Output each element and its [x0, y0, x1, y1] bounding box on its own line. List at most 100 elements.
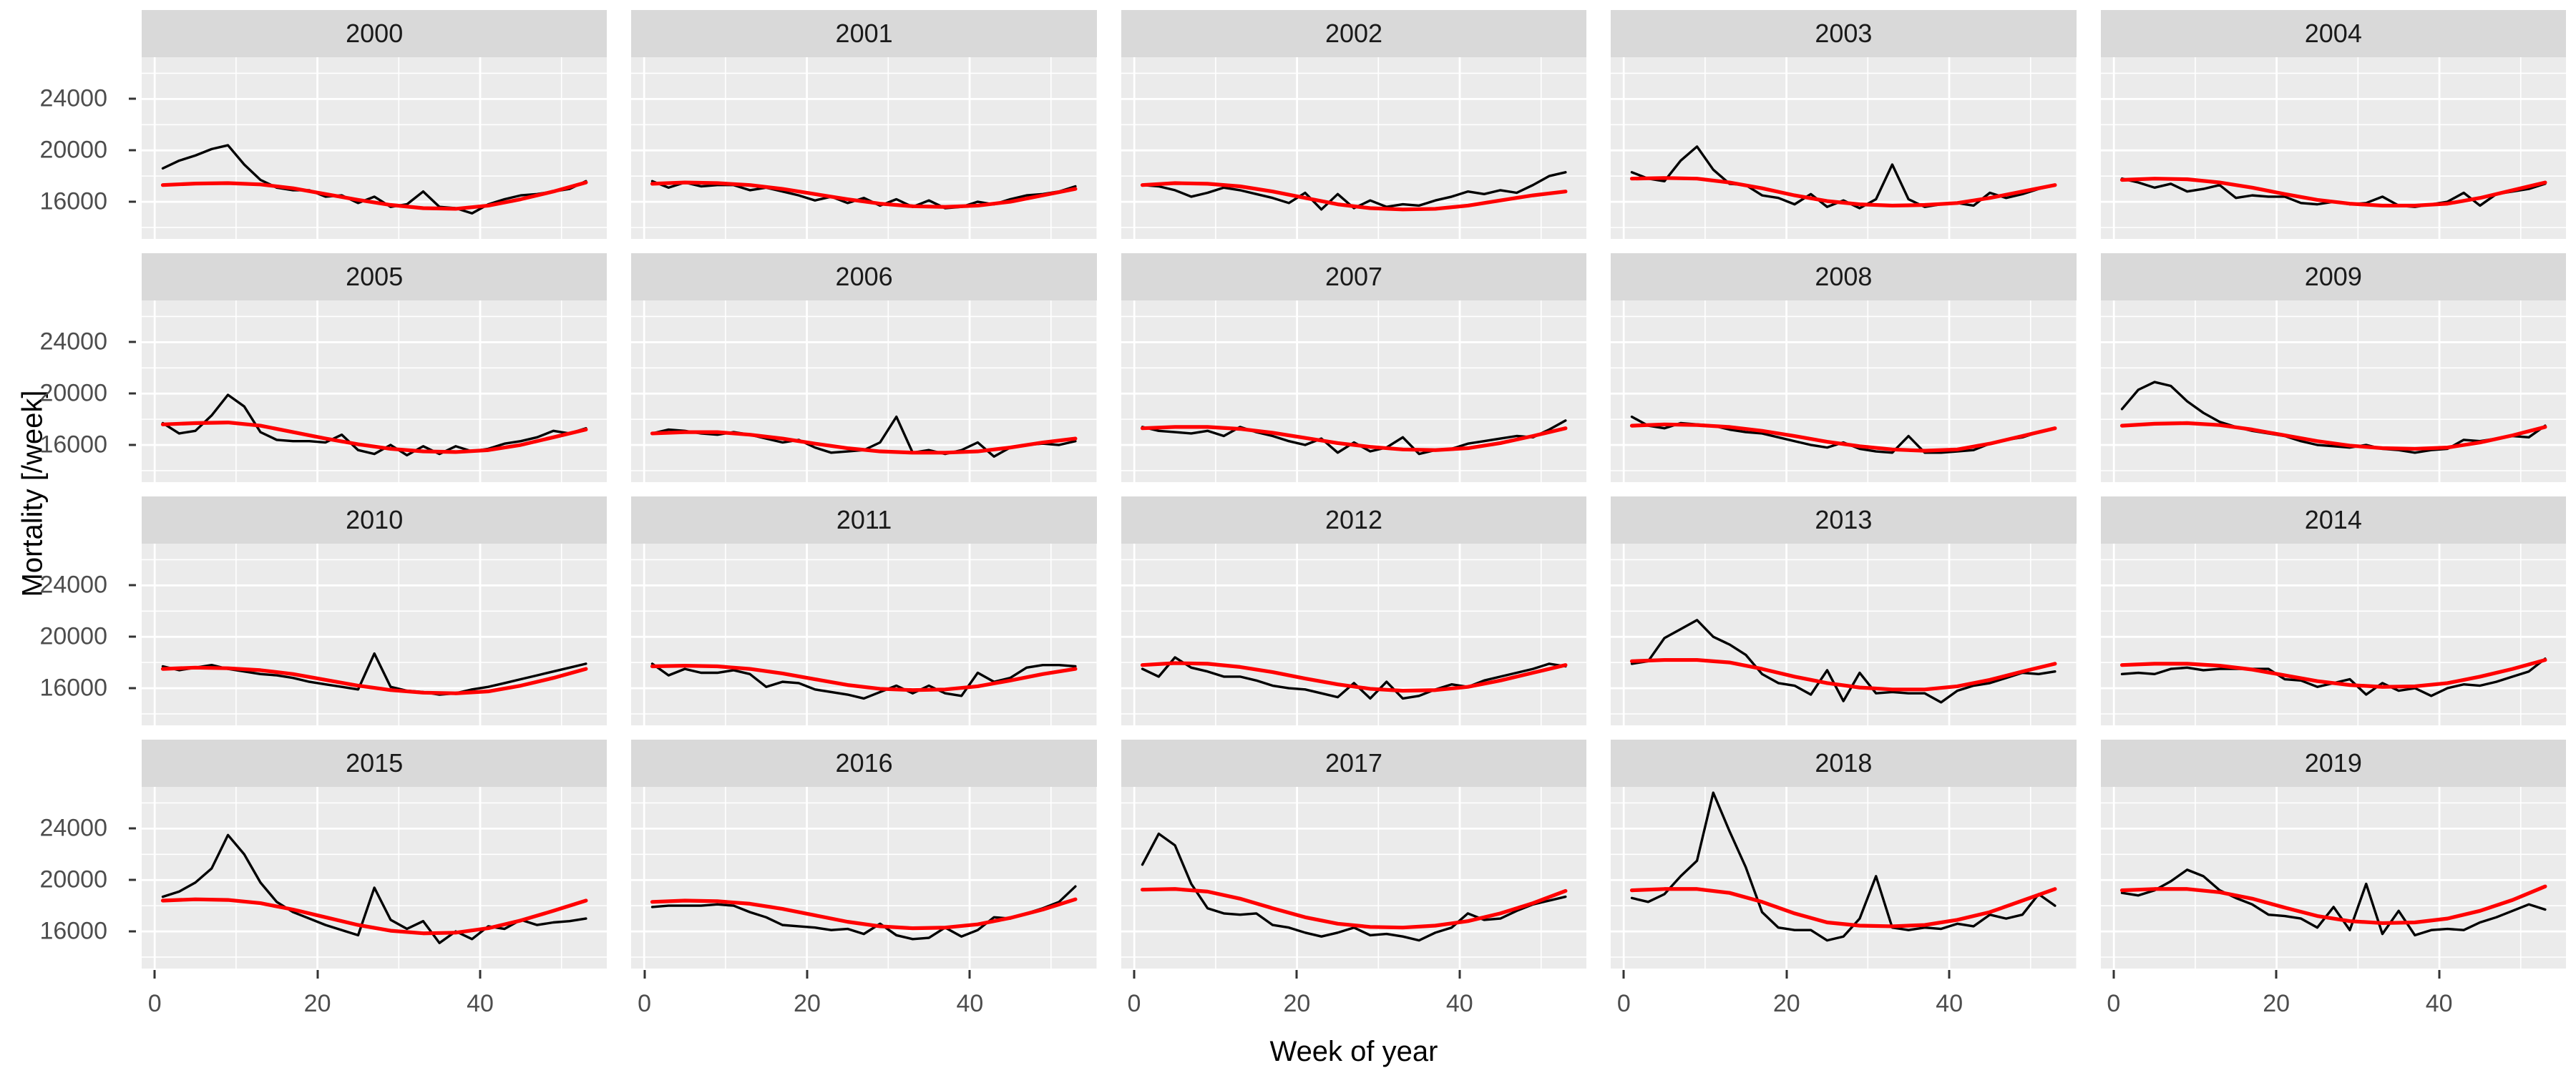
- y-tick-label: 24000: [39, 84, 107, 112]
- gridlines-minor: [2100, 543, 2566, 725]
- facet-strip: 2016: [631, 740, 1097, 787]
- y-tick-label: 16000: [39, 917, 107, 945]
- facet-strip-label: 2002: [1324, 18, 1383, 48]
- facet-strip-label: 2010: [346, 504, 404, 534]
- x-axis-labels-col-1: 0 20 40: [631, 970, 1096, 1023]
- facet-panel-svg: [142, 57, 608, 239]
- smooth-line: [2119, 884, 2547, 925]
- facet-2003: 2003: [1611, 10, 2077, 239]
- facet-2008: 2008: [1611, 253, 2077, 482]
- facet-2018: 2018: [1611, 740, 2077, 969]
- gridlines-minor: [1611, 786, 2077, 969]
- observed-line: [2120, 381, 2547, 454]
- x-tick-mark: [968, 970, 971, 979]
- x-axis-labels-col-4: 0 20 40: [2101, 970, 2566, 1023]
- smooth-line: [650, 897, 1078, 931]
- smooth-line: [1630, 422, 2057, 453]
- facet-strip: 2005: [142, 253, 608, 300]
- y-tick-mark: [129, 584, 136, 587]
- facet-2010: 2010: [142, 496, 608, 725]
- x-tick-mark: [1133, 970, 1136, 979]
- x-tick-mark: [643, 970, 646, 979]
- facet-strip: 2018: [1611, 740, 2077, 787]
- facet-2017: 2017: [1121, 740, 1587, 969]
- facet-strip-label: 2015: [346, 748, 404, 778]
- x-tick-label: 20: [794, 990, 821, 1017]
- facet-panel: [1611, 57, 2077, 239]
- facet-panel-svg: [631, 786, 1097, 969]
- smooth-line: [1140, 661, 1568, 693]
- gridlines-major: [631, 786, 1097, 969]
- y-axis-labels-row-0: 24000 20000 16000: [10, 10, 136, 239]
- facet-strip-label: 2001: [835, 18, 893, 48]
- x-tick-mark: [1622, 970, 1625, 979]
- facet-2013: 2013: [1611, 496, 2077, 725]
- facet-2015: 2015: [142, 740, 608, 969]
- gridlines-minor: [631, 543, 1097, 725]
- facet-strip-label: 2011: [836, 504, 892, 534]
- y-axis-labels-row-1: 24000 20000 16000: [10, 253, 136, 482]
- gridlines-major: [2100, 786, 2566, 969]
- facet-strip-label: 2003: [1815, 18, 1873, 48]
- facet-strip: 2008: [1611, 253, 2077, 300]
- y-tick-mark: [129, 930, 136, 933]
- x-tick-mark: [479, 970, 482, 979]
- facet-panel: [631, 786, 1097, 969]
- gridlines-major: [1121, 57, 1587, 239]
- observed-line: [1631, 619, 2057, 704]
- gridlines-major: [1611, 543, 2077, 725]
- facet-strip: 2002: [1121, 10, 1587, 57]
- y-tick-label: 20000: [39, 136, 107, 164]
- y-tick-label: 16000: [39, 431, 107, 459]
- observed-line: [1141, 656, 1567, 700]
- x-tick-mark: [2112, 970, 2115, 979]
- observed-line: [1141, 419, 1567, 456]
- x-tick-label: 0: [1127, 990, 1141, 1017]
- observed-line: [2120, 868, 2547, 936]
- x-tick-label: 40: [2425, 990, 2453, 1017]
- smooth-line: [1140, 181, 1568, 212]
- facet-panel-svg: [1611, 786, 2077, 969]
- facet-panel-svg: [142, 543, 608, 725]
- facet-strip-label: 2005: [346, 261, 404, 291]
- facet-strip-label: 2018: [1815, 748, 1873, 778]
- y-tick-label: 24000: [39, 571, 107, 599]
- facet-panel-svg: [2100, 300, 2566, 482]
- x-tick-label: 0: [147, 990, 162, 1017]
- facet-strip: 2013: [1611, 496, 2077, 544]
- x-tick-label: 40: [1936, 990, 1963, 1017]
- y-axis-labels-row-2: 24000 20000 16000: [10, 496, 136, 725]
- smooth-line: [650, 180, 1078, 209]
- x-tick-mark: [316, 970, 319, 979]
- facet-strip: 2019: [2100, 740, 2566, 787]
- facet-panel: [142, 543, 608, 725]
- x-axis-labels-col-0: 0 20 40: [142, 970, 607, 1023]
- facet-2007: 2007: [1121, 253, 1587, 482]
- x-axis-labels-col-2: 0 20 40: [1121, 970, 1586, 1023]
- smooth-line: [2119, 176, 2547, 207]
- x-tick-label: 20: [2263, 990, 2290, 1017]
- facet-panel-svg: [631, 300, 1097, 482]
- facet-strip: 2009: [2100, 253, 2566, 300]
- facet-strip-label: 2009: [2304, 261, 2362, 291]
- x-tick-mark: [1458, 970, 1461, 979]
- y-tick-mark: [129, 878, 136, 881]
- facet-2004: 2004: [2100, 10, 2566, 239]
- facet-strip-label: 2000: [346, 18, 404, 48]
- gridlines-major: [2100, 543, 2566, 725]
- smooth-line: [1630, 657, 2057, 692]
- facet-panel-svg: [1611, 57, 2077, 239]
- gridlines-major: [1611, 786, 2077, 969]
- smooth-line: [2119, 421, 2547, 451]
- facet-strip: 2017: [1121, 740, 1587, 787]
- x-tick-label: 20: [1772, 990, 1800, 1017]
- facet-panel-svg: [2100, 786, 2566, 969]
- x-tick-label: 40: [467, 990, 494, 1017]
- gridlines-minor: [1611, 300, 2077, 482]
- facet-panel-svg: [1121, 300, 1587, 482]
- facet-panel-svg: [631, 57, 1097, 239]
- facet-panel: [2100, 300, 2566, 482]
- x-tick-mark: [2275, 970, 2278, 979]
- facet-strip: 2006: [631, 253, 1097, 300]
